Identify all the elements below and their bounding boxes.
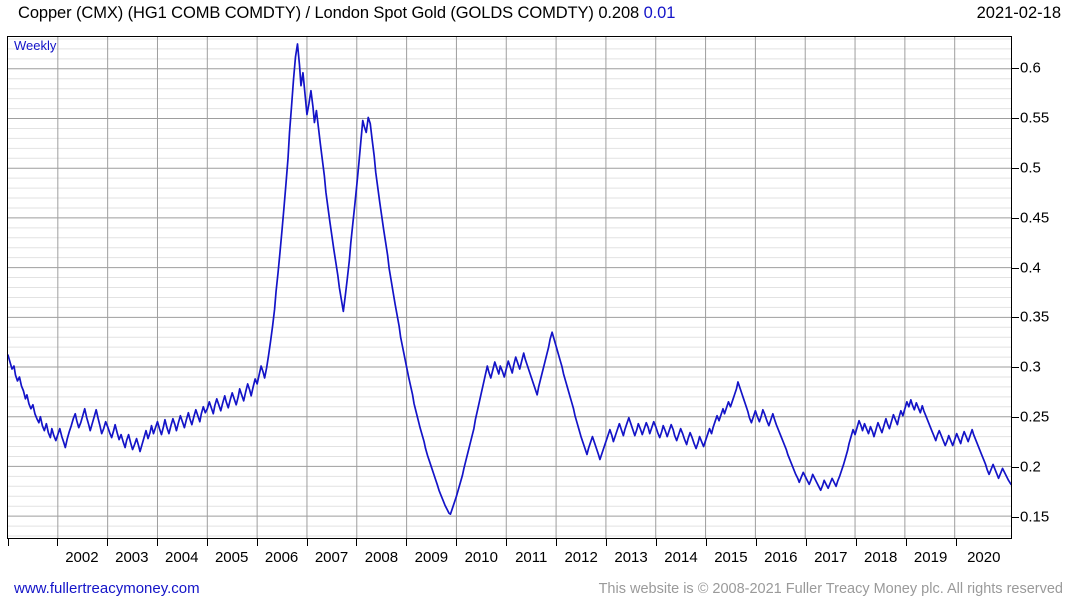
x-axis-tick-label: 2016 bbox=[764, 549, 798, 566]
x-axis-tick-mark bbox=[106, 539, 108, 546]
plot-area: Weekly bbox=[7, 36, 1012, 539]
x-axis-tick-label: 2002 bbox=[65, 549, 99, 566]
x-axis-tick-label: 2009 bbox=[414, 549, 449, 566]
x-axis-tick-label: 2015 bbox=[714, 549, 748, 566]
x-axis-tick-mark bbox=[356, 539, 358, 546]
chart-date: 2021-02-18 bbox=[976, 4, 1061, 22]
x-axis-tick-mark bbox=[206, 539, 208, 546]
chart-header: Copper (CMX) (HG1 COMB COMDTY) / London … bbox=[0, 0, 1075, 30]
x-axis-tick-mark bbox=[705, 539, 707, 546]
x-axis-tick-label: 2013 bbox=[614, 549, 648, 566]
x-axis-tick-mark bbox=[855, 539, 857, 546]
y-axis-tick-mark bbox=[1012, 117, 1019, 119]
y-axis-tick-label: 0.5 bbox=[1020, 159, 1041, 177]
x-axis-tick-mark bbox=[755, 539, 757, 546]
x-axis-tick-mark bbox=[8, 539, 9, 546]
x-axis-tick-label: 2012 bbox=[564, 549, 598, 566]
x-axis-tick-mark bbox=[56, 539, 58, 546]
chart-title: Copper (CMX) (HG1 COMB COMDTY) / London … bbox=[18, 4, 675, 23]
x-axis-tick-label: 2008 bbox=[364, 549, 399, 566]
x-axis-tick-mark bbox=[656, 539, 658, 546]
y-axis-tick-label: 0.35 bbox=[1020, 308, 1050, 326]
y-axis-tick-label: 0.3 bbox=[1020, 358, 1041, 376]
x-axis-tick-label: 2005 bbox=[214, 549, 249, 566]
y-axis-tick-mark bbox=[1012, 217, 1019, 219]
y-axis-tick-label: 0.4 bbox=[1020, 259, 1041, 277]
y-axis-tick-mark bbox=[1012, 167, 1019, 169]
chart-title-instruments: Copper (CMX) (HG1 COMB COMDTY) / London … bbox=[18, 4, 594, 22]
y-axis-tick-label: 0.25 bbox=[1020, 408, 1050, 426]
x-axis-tick-mark bbox=[306, 539, 308, 546]
x-axis-tick-label: 2004 bbox=[165, 549, 199, 566]
x-axis-tick-mark bbox=[506, 539, 508, 546]
x-axis-tick-label: 2019 bbox=[913, 549, 948, 566]
x-axis-tick-label: 2006 bbox=[264, 549, 299, 566]
x-axis-tick-label: 2007 bbox=[314, 549, 349, 566]
y-axis-tick-label: 0.55 bbox=[1020, 109, 1050, 127]
y-axis-tick-label: 0.15 bbox=[1020, 508, 1050, 526]
x-axis-tick-label: 2020 bbox=[967, 549, 1001, 566]
x-axis-tick-mark bbox=[456, 539, 458, 546]
x-axis-tick-label: 2018 bbox=[864, 549, 898, 566]
price-series bbox=[8, 37, 1011, 538]
x-axis-tick-label: 2010 bbox=[464, 549, 498, 566]
x-axis-tick-mark bbox=[955, 539, 957, 546]
x-axis-tick-mark bbox=[905, 539, 907, 546]
x-axis-tick-mark bbox=[606, 539, 608, 546]
x-axis-tick-mark bbox=[156, 539, 158, 546]
y-axis-tick-mark bbox=[1012, 517, 1019, 519]
x-axis-tick-label: 2017 bbox=[814, 549, 848, 566]
x-axis-tick-label: 2003 bbox=[115, 549, 149, 566]
x-axis-tick-label: 2014 bbox=[664, 549, 698, 566]
y-axis-tick-label: 0.45 bbox=[1020, 209, 1050, 227]
y-axis-tick-mark bbox=[1012, 417, 1019, 419]
x-axis-tick-mark bbox=[556, 539, 558, 546]
x-axis-tick-mark bbox=[406, 539, 408, 546]
footer-copyright: This website is © 2008-2021 Fuller Treac… bbox=[598, 581, 1063, 597]
y-axis-tick-mark bbox=[1012, 467, 1019, 469]
y-axis-tick-mark bbox=[1012, 317, 1019, 319]
y-axis-tick-mark bbox=[1012, 267, 1019, 269]
chart-change-value: 0.01 bbox=[643, 4, 676, 22]
y-axis-tick-mark bbox=[1012, 67, 1019, 69]
x-axis-tick-mark bbox=[805, 539, 807, 546]
y-axis-tick-mark bbox=[1012, 367, 1019, 369]
footer-website-link[interactable]: www.fullertreacymoney.com bbox=[14, 580, 200, 597]
y-axis-tick-label: 0.6 bbox=[1020, 59, 1041, 77]
gridlines bbox=[8, 37, 1011, 538]
x-axis-tick-mark bbox=[256, 539, 258, 546]
x-axis-tick-label: 2011 bbox=[515, 549, 548, 566]
chart-last-value: 0.208 bbox=[598, 4, 640, 22]
y-axis-tick-label: 0.2 bbox=[1020, 458, 1041, 476]
